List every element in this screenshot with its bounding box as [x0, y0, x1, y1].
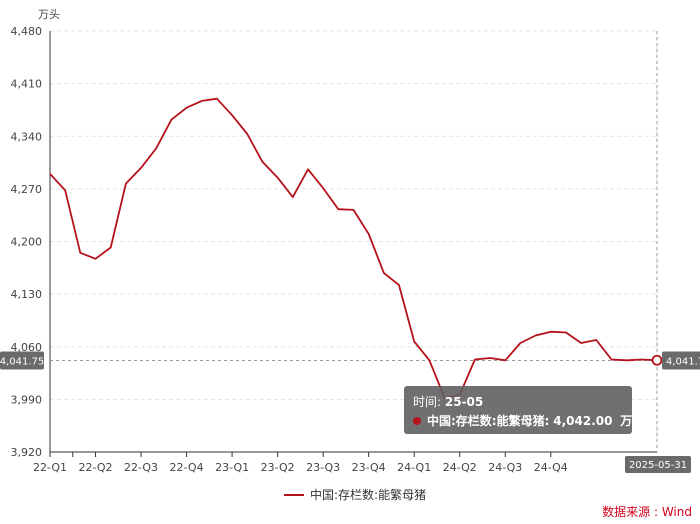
data-point[interactable] [123, 181, 129, 187]
crosshair-date-box [625, 456, 691, 473]
data-point[interactable] [563, 329, 569, 335]
data-point[interactable] [472, 357, 478, 363]
y-tick-label: 3,990 [11, 393, 43, 406]
data-point[interactable] [593, 337, 599, 343]
data-point[interactable] [320, 185, 326, 191]
tooltip-time-row: 时间: 25-05 [413, 393, 483, 410]
crosshair-value-box-right [662, 351, 700, 370]
highlighted-point[interactable] [651, 354, 663, 366]
data-point[interactable] [351, 207, 357, 213]
x-tick-label: 22-Q2 [79, 461, 113, 474]
data-point[interactable] [381, 270, 387, 276]
tooltip-time-value: 25-05 [444, 395, 484, 409]
x-tick-label: 23-Q2 [261, 461, 295, 474]
data-point[interactable] [487, 355, 493, 361]
tooltip-series-label: 中国:存栏数:能繁母猪: [427, 414, 550, 428]
data-point[interactable] [168, 117, 174, 123]
data-point[interactable] [411, 338, 417, 344]
tooltip-value: 4,042.00 [553, 413, 613, 428]
data-point[interactable] [47, 171, 53, 177]
y-tick-label: 4,200 [11, 236, 43, 249]
x-tick-label: 24-Q1 [397, 461, 431, 474]
data-point[interactable] [305, 166, 311, 172]
data-point[interactable] [138, 165, 144, 171]
y-tick-label: 4,270 [11, 183, 43, 196]
series-line [49, 97, 658, 399]
data-point[interactable] [533, 332, 539, 338]
legend-swatch [284, 493, 304, 496]
data-source-note: 数据来源 : Wind [602, 505, 692, 519]
x-tick-label: 22-Q1 [33, 461, 67, 474]
x-tick-label: 23-Q3 [306, 461, 340, 474]
data-point[interactable] [578, 340, 584, 346]
data-point[interactable] [259, 159, 265, 165]
chart-tooltip: 时间: 25-05 中国:存栏数:能繁母猪: 4,042.00 万头 [404, 386, 644, 434]
x-tick-label: 22-Q3 [124, 461, 158, 474]
data-point[interactable] [153, 145, 159, 151]
x-tick-label: 23-Q4 [352, 461, 386, 474]
data-point[interactable] [608, 357, 614, 363]
tooltip-value-row: 中国:存栏数:能繁母猪: 4,042.00 万头 [413, 412, 644, 429]
data-point[interactable] [517, 340, 523, 346]
data-point[interactable] [214, 96, 220, 102]
y-tick-label: 3,920 [11, 446, 43, 459]
y-tick-label: 4,410 [11, 78, 43, 91]
data-point[interactable] [290, 194, 296, 200]
data-point[interactable] [639, 357, 645, 363]
crosshair-value-box-left [0, 351, 44, 370]
x-tick-label: 23-Q1 [215, 461, 249, 474]
data-point[interactable] [229, 112, 235, 118]
data-point[interactable] [108, 245, 114, 251]
data-point[interactable] [548, 329, 554, 335]
data-point[interactable] [426, 357, 432, 363]
crosshair-value-label-left: 4,041.75 [0, 356, 44, 367]
data-point[interactable] [366, 231, 372, 237]
data-point[interactable] [77, 250, 83, 256]
data-point[interactable] [502, 357, 508, 363]
legend-label: 中国:存栏数:能繁母猪 [310, 488, 427, 502]
y-axis-unit-label: 万头 [38, 8, 60, 21]
x-tick-label: 24-Q2 [443, 461, 477, 474]
y-tick-label: 4,340 [11, 130, 43, 143]
data-point[interactable] [624, 357, 630, 363]
chart-legend[interactable]: 中国:存栏数:能繁母猪 [284, 486, 426, 503]
tooltip-series-dot [413, 416, 421, 425]
data-point[interactable] [244, 131, 250, 137]
tooltip-time-label: 时间: [413, 395, 442, 409]
data-point[interactable] [199, 98, 205, 104]
y-tick-label: 4,480 [11, 25, 43, 38]
crosshair-date-label: 2025-05-31 [629, 460, 687, 471]
data-point[interactable] [396, 282, 402, 288]
x-tick-label: 24-Q4 [534, 461, 568, 474]
x-tick-label: 24-Q3 [488, 461, 522, 474]
data-point[interactable] [62, 187, 68, 193]
crosshair-value-label-right: 4,041.75 [666, 356, 700, 367]
data-point[interactable] [93, 256, 99, 262]
data-point[interactable] [335, 206, 341, 212]
data-point[interactable] [184, 105, 190, 111]
data-point[interactable] [275, 175, 281, 181]
tooltip-unit: 万头 [620, 414, 645, 428]
y-tick-label: 4,130 [11, 288, 43, 301]
x-tick-label: 22-Q4 [170, 461, 204, 474]
y-tick-label: 4,060 [11, 341, 43, 354]
